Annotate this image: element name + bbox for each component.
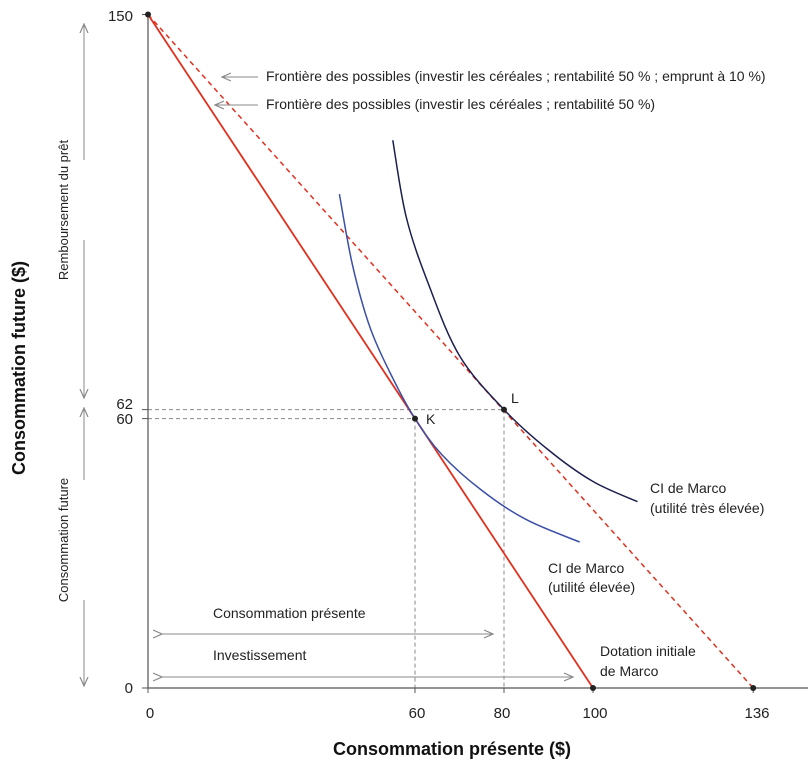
guide-lines <box>148 409 505 688</box>
x-tick-label: 136 <box>744 705 769 722</box>
investissement-label: Investissement <box>213 647 306 663</box>
ci-high-label-line2: (utilité élevée) <box>548 579 635 595</box>
x-tick-label: 0 <box>146 705 154 722</box>
ci-very-high-curve <box>392 140 638 503</box>
point-frontier-origin <box>145 11 151 18</box>
series-layer <box>147 13 754 689</box>
points-layer <box>145 11 757 691</box>
ci-high-label-line1: CI de Marco <box>548 560 624 576</box>
x-axis-title: Consommation présente ($) <box>333 739 571 759</box>
frontier-invest-label: Frontière des possibles (investir les cé… <box>266 96 655 112</box>
consommation-presente-label: Consommation présente <box>213 605 366 621</box>
ci-high-curve <box>338 193 580 543</box>
endowment-label-line2: de Marco <box>600 663 659 679</box>
x-tick-label: 80 <box>494 705 511 722</box>
point-borrow-limit <box>750 685 757 691</box>
y-tick-label: 150 <box>108 8 133 25</box>
consommation-future-label: Consommation future <box>56 478 71 602</box>
ci-very-high-label-line1: CI de Marco <box>650 480 726 496</box>
point-k <box>412 415 418 422</box>
frontier-invest-line <box>147 14 594 689</box>
y-tick-label: 62 <box>116 396 133 413</box>
x-tick-labels: 0 60 80 100 136 <box>146 705 770 722</box>
point-l-label: L <box>511 390 519 406</box>
bottom-brackets: Consommation présente Investissement <box>162 605 573 677</box>
y-tick-label: 60 <box>116 411 133 428</box>
remboursement-label: Remboursement du prêt <box>56 140 71 281</box>
frontier-legend: Frontière des possibles (investir les cé… <box>215 68 766 112</box>
y-axis-title: Consommation future ($) <box>9 261 29 475</box>
endowment-label-line1: Dotation initiale <box>600 643 696 659</box>
frontier-borrow-line <box>147 13 754 689</box>
axes <box>142 14 808 693</box>
point-l <box>501 406 507 413</box>
y-tick-label: 0 <box>125 680 133 697</box>
left-brackets: Remboursement du prêt Consommation futur… <box>56 24 84 686</box>
point-k-label: K <box>426 411 436 427</box>
x-tick-label: 100 <box>582 705 607 722</box>
frontier-borrow-label: Frontière des possibles (investir les cé… <box>266 68 766 84</box>
y-tick-labels: 0 60 62 150 <box>108 8 133 697</box>
x-tick-label: 60 <box>409 705 426 722</box>
ci-very-high-label-line2: (utilité très élevée) <box>650 500 764 516</box>
curve-labels: CI de Marco (utilité très élevée) CI de … <box>426 390 764 679</box>
point-endowment <box>590 685 596 691</box>
